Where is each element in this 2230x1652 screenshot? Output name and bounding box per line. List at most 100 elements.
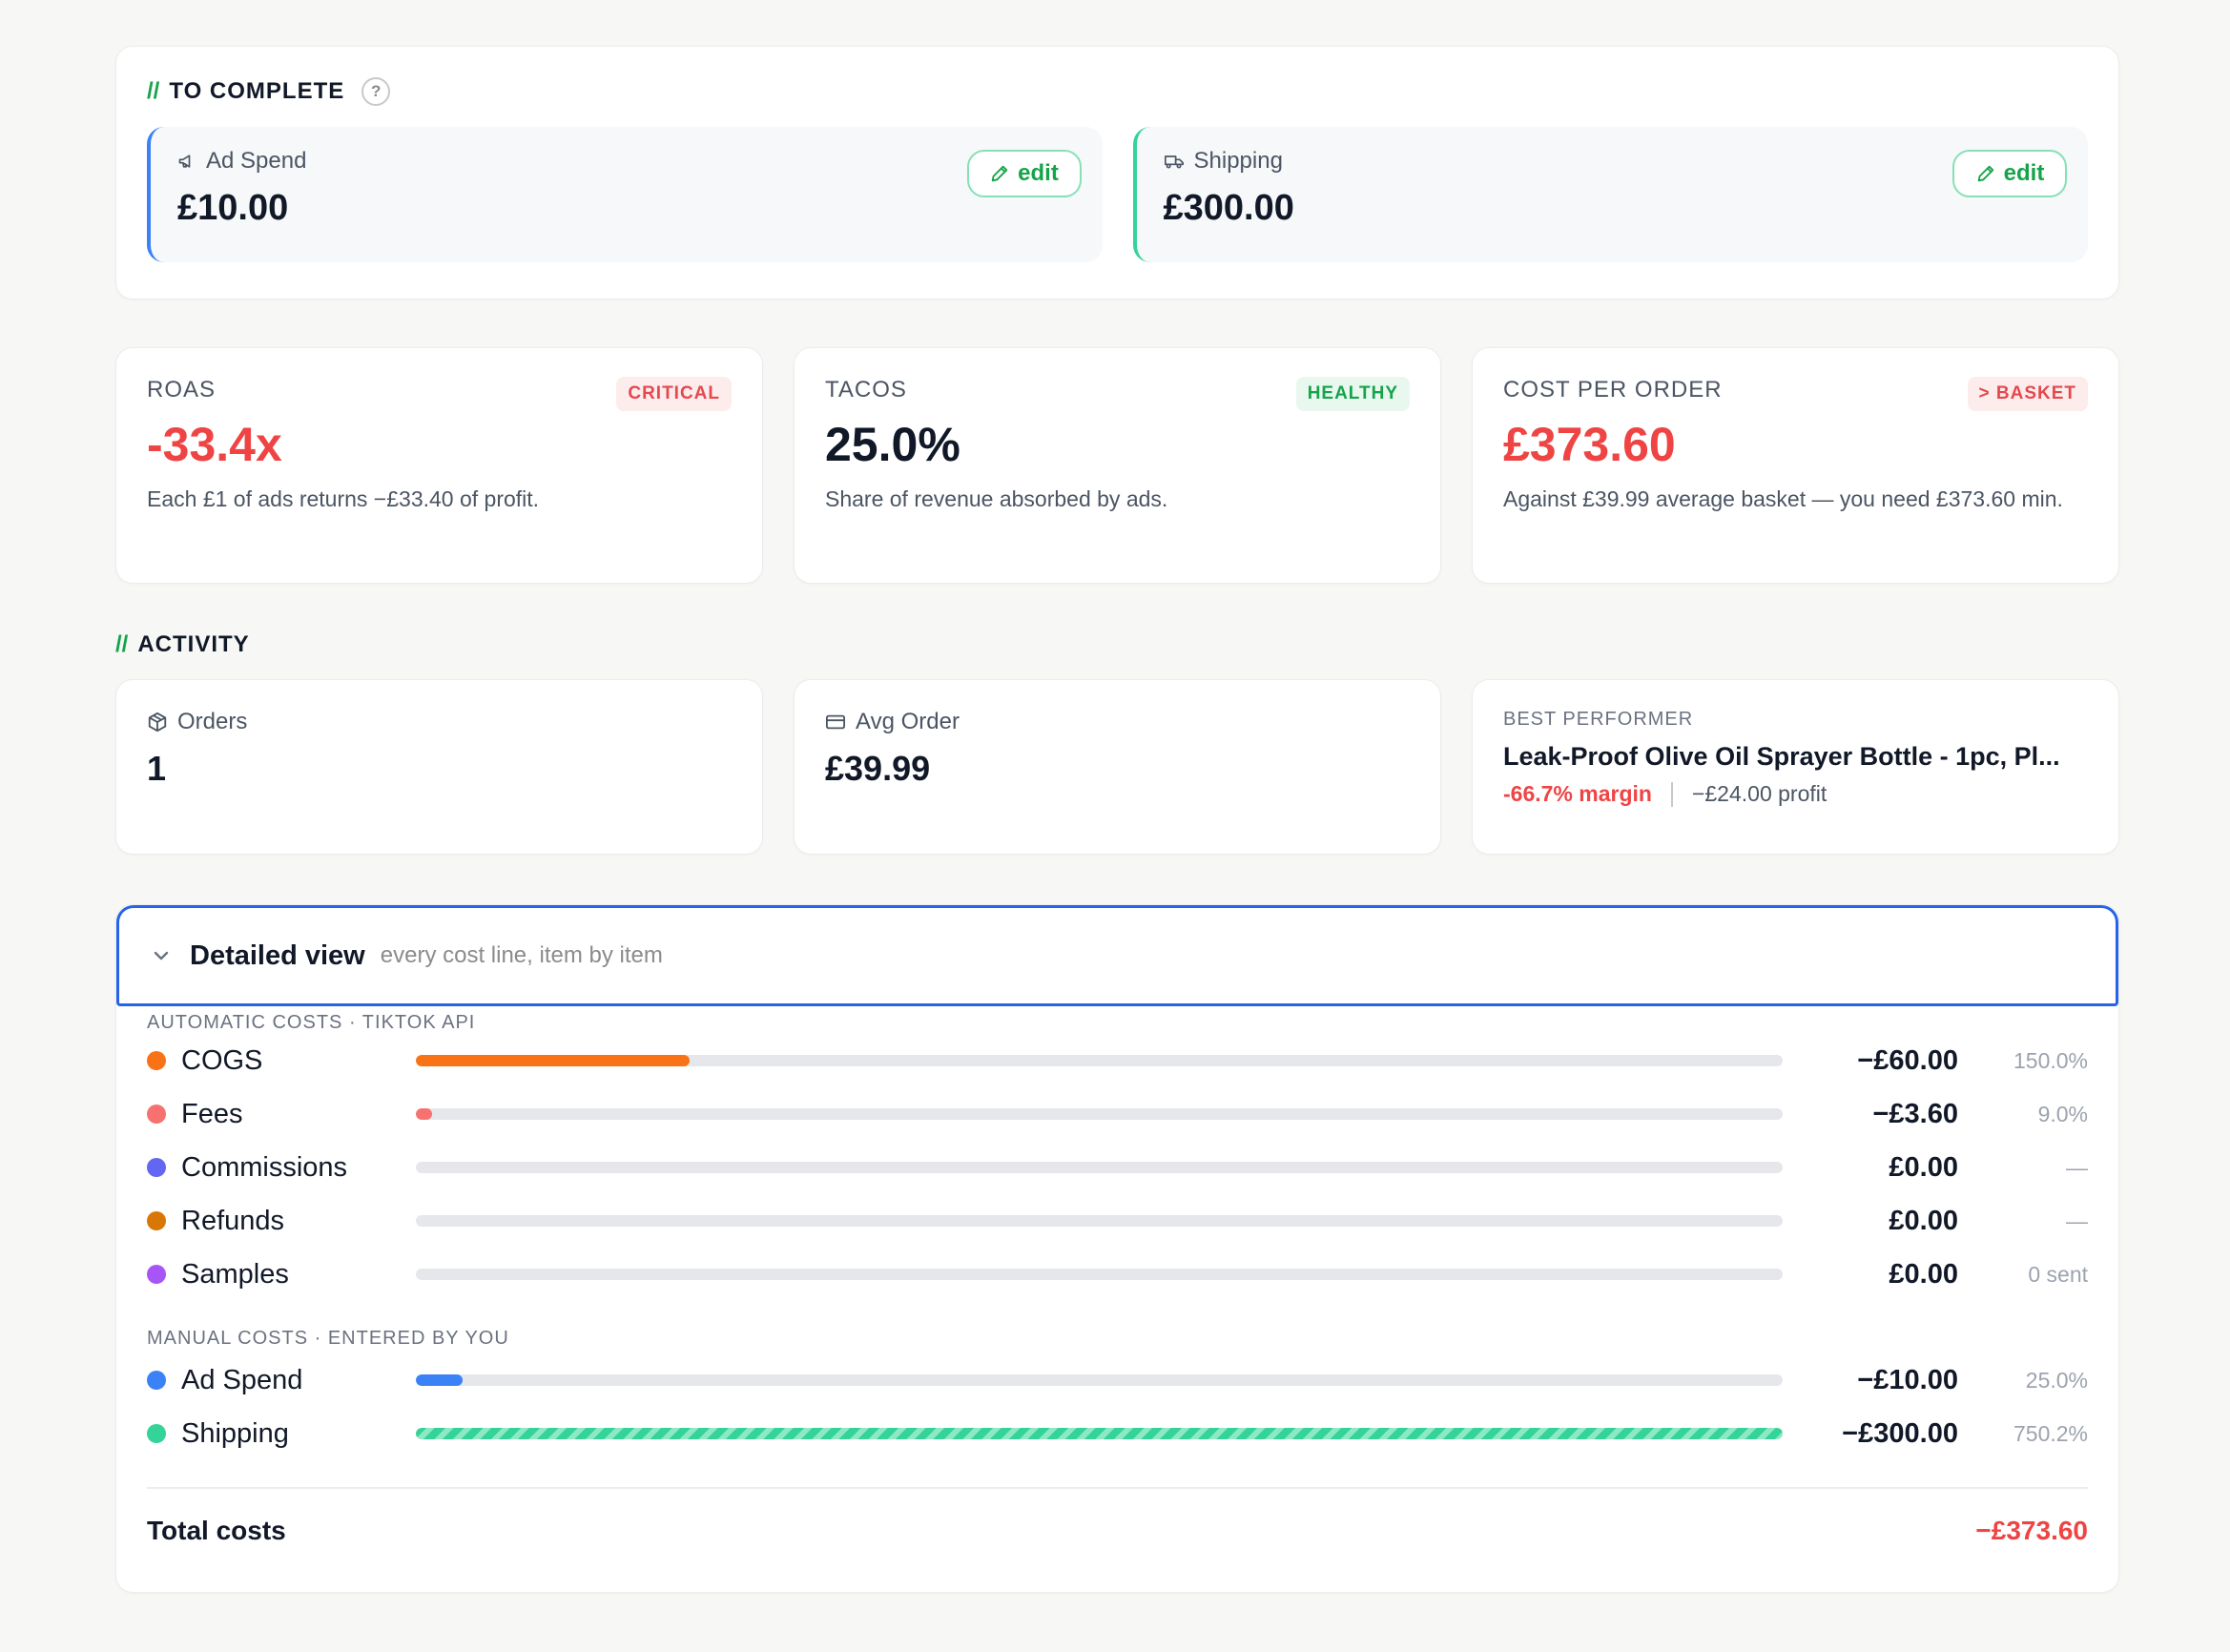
- automatic-costs-label: AUTOMATIC COSTS · TIKTOK API: [147, 1012, 476, 1033]
- color-dot: [147, 1265, 166, 1284]
- roas-card: ROAS CRITICAL -33.4x Each £1 of ads retu…: [115, 347, 763, 584]
- roas-description: Each £1 of ads returns −£33.40 of profit…: [147, 486, 540, 511]
- cost-percent: —: [2066, 1208, 2088, 1233]
- cost-bar: [416, 1055, 1783, 1066]
- orders-card: Orders 1: [115, 679, 763, 855]
- cost-bar-fill: [416, 1374, 463, 1386]
- best-performer-profit: −£24.00 profit: [1691, 781, 1827, 806]
- best-performer-card[interactable]: BEST PERFORMER Leak-Proof Olive Oil Spra…: [1472, 679, 2119, 855]
- manual-cost-rows: Ad Spend −£10.00 25.0% Shipping −£300.00…: [116, 1353, 2118, 1460]
- cost-bar: [416, 1108, 1783, 1120]
- edit-shipping-button[interactable]: edit: [1952, 150, 2067, 197]
- ad-spend-label: Ad Spend: [206, 148, 307, 174]
- orders-label: Orders: [177, 709, 248, 734]
- box-icon: [147, 712, 168, 733]
- to-complete-card: // TO COMPLETE ? Ad Spend £10.00 edit: [115, 46, 2119, 299]
- edit-label: edit: [2003, 160, 2045, 186]
- megaphone-icon: [177, 152, 196, 171]
- cost-percent: 150.0%: [2013, 1047, 2088, 1073]
- tacos-card: TACOS HEALTHY 25.0% Share of revenue abs…: [794, 347, 1441, 584]
- cost-percent: 0 sent: [2028, 1261, 2088, 1287]
- cost-row-cogs: COGS −£60.00 150.0%: [147, 1034, 2088, 1087]
- chevron-down-icon: [150, 944, 173, 967]
- cost-bar-fill: [416, 1108, 433, 1120]
- cost-name: Fees: [181, 1098, 243, 1129]
- cost-bar: [416, 1374, 1783, 1386]
- status-badge: HEALTHY: [1295, 377, 1410, 411]
- cost-percent: 750.2%: [2013, 1420, 2088, 1446]
- cost-bar-fill: [416, 1428, 1783, 1439]
- cost-row-samples: Samples £0.00 0 sent: [147, 1248, 2088, 1301]
- color-dot: [147, 1051, 166, 1070]
- color-dot: [147, 1371, 166, 1390]
- status-badge: > BASKET: [1967, 377, 2088, 411]
- total-costs-row: Total costs −£373.60: [116, 1489, 2118, 1573]
- cost-amount: £0.00: [1889, 1258, 1958, 1290]
- detailed-view-card: Detailed view every cost line, item by i…: [115, 904, 2119, 1593]
- avg-order-card: Avg Order £39.99: [794, 679, 1441, 855]
- best-performer-label: BEST PERFORMER: [1503, 709, 1694, 730]
- tacos-value: 25.0%: [825, 418, 960, 471]
- cost-row-ad-spend: Ad Spend −£10.00 25.0%: [147, 1353, 2088, 1407]
- cost-row-fees: Fees −£3.60 9.0%: [147, 1087, 2088, 1141]
- avg-order-value: £39.99: [825, 749, 931, 788]
- edit-ad-spend-button[interactable]: edit: [966, 150, 1082, 197]
- color-dot: [147, 1105, 166, 1124]
- tacos-description: Share of revenue absorbed by ads.: [825, 486, 1168, 511]
- cost-amount: −£10.00: [1857, 1364, 1958, 1395]
- cost-amount: −£60.00: [1857, 1044, 1958, 1076]
- cost-bar: [416, 1428, 1783, 1439]
- to-complete-heading: // TO COMPLETE ?: [147, 77, 2088, 106]
- cost-amount: −£3.60: [1872, 1098, 1958, 1129]
- avg-order-label: Avg Order: [856, 709, 960, 734]
- divider: [147, 1487, 2088, 1489]
- pencil-icon: [1975, 163, 1996, 184]
- cost-row-refunds: Refunds £0.00 —: [147, 1194, 2088, 1248]
- cost-per-order-value: £373.60: [1503, 418, 1676, 471]
- activity-heading: // ACTIVITY: [115, 631, 2119, 658]
- detailed-view-title: Detailed view: [190, 940, 365, 971]
- cost-name: Ad Spend: [181, 1364, 303, 1395]
- automatic-cost-rows: COGS −£60.00 150.0% Fees −£3.60 9.0% Com…: [116, 1034, 2118, 1301]
- ad-spend-item: Ad Spend £10.00 edit: [147, 127, 1103, 262]
- total-costs-label: Total costs: [147, 1516, 286, 1545]
- total-costs-value: −£373.60: [1975, 1516, 2088, 1545]
- activity-title: ACTIVITY: [137, 631, 250, 657]
- status-badge: CRITICAL: [616, 377, 732, 411]
- cost-per-order-label: COST PER ORDER: [1503, 377, 1723, 403]
- cost-row-commissions: Commissions £0.00 —: [147, 1141, 2088, 1194]
- pencil-icon: [989, 163, 1010, 184]
- shipping-label: Shipping: [1193, 148, 1283, 174]
- credit-card-icon: [825, 712, 846, 732]
- cost-percent: 25.0%: [2025, 1367, 2088, 1393]
- cost-bar: [416, 1269, 1783, 1280]
- cost-name: Shipping: [181, 1417, 289, 1449]
- help-icon[interactable]: ?: [361, 77, 391, 106]
- orders-value: 1: [147, 749, 167, 788]
- cost-amount: £0.00: [1889, 1205, 1958, 1236]
- cost-bar: [416, 1162, 1783, 1173]
- shipping-item: Shipping £300.00 edit: [1132, 127, 2088, 262]
- roas-label: ROAS: [147, 377, 217, 403]
- color-dot: [147, 1424, 166, 1443]
- color-dot: [147, 1158, 166, 1177]
- cost-amount: £0.00: [1889, 1151, 1958, 1183]
- shipping-value: £300.00: [1163, 188, 1294, 228]
- tacos-label: TACOS: [825, 377, 907, 403]
- divider: [1670, 781, 1673, 807]
- color-dot: [147, 1211, 166, 1230]
- cost-bar: [416, 1215, 1783, 1227]
- to-complete-title: TO COMPLETE: [169, 78, 345, 104]
- best-performer-name: Leak-Proof Olive Oil Sprayer Bottle - 1p…: [1503, 742, 2060, 771]
- cost-name: Samples: [181, 1258, 289, 1290]
- truck-icon: [1164, 152, 1185, 171]
- manual-costs-label: MANUAL COSTS · ENTERED BY YOU: [147, 1328, 509, 1349]
- cost-name: COGS: [181, 1044, 263, 1076]
- cost-per-order-description: Against £39.99 average basket — you need…: [1503, 486, 2063, 511]
- cost-percent: —: [2066, 1154, 2088, 1180]
- best-performer-margin: -66.7% margin: [1503, 781, 1652, 806]
- edit-label: edit: [1018, 160, 1059, 186]
- detailed-view-toggle[interactable]: Detailed view every cost line, item by i…: [116, 905, 2118, 1006]
- roas-value: -33.4x: [147, 418, 282, 471]
- heading-slash: //: [115, 631, 129, 657]
